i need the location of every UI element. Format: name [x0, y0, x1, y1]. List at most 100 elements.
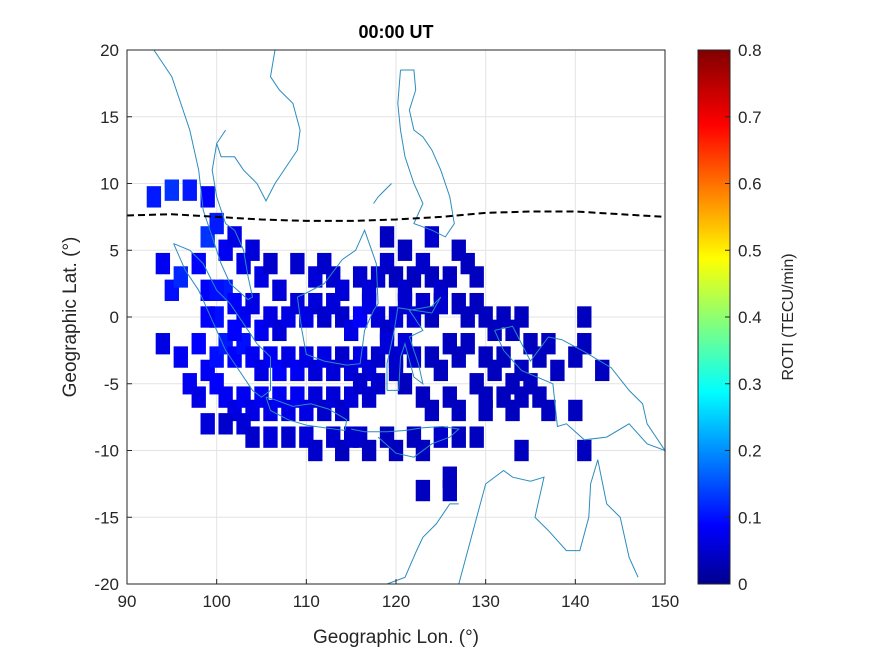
- y-tick-label: 5: [110, 241, 119, 260]
- roti-cell: [514, 439, 529, 462]
- colorbar-tick-label: 0.6: [738, 175, 762, 194]
- colorbar-tick-label: 0.5: [738, 241, 762, 260]
- x-tick-label: 100: [202, 592, 230, 611]
- coastline: [265, 396, 348, 432]
- roti-cell: [245, 292, 260, 315]
- roti-cell: [514, 306, 529, 328]
- roti-cell: [263, 252, 278, 275]
- y-axis-ticks: 20 15 10 5 0 -5 -10 -15 -20: [94, 41, 132, 594]
- roti-cell: [361, 439, 377, 462]
- roti-cell: [451, 399, 466, 422]
- colorbar-tick-label: 0.8: [738, 41, 762, 60]
- roti-cell: [290, 252, 305, 275]
- y-tick-label: 0: [110, 308, 119, 327]
- roti-cell: [245, 239, 260, 261]
- roti-cell: [191, 252, 206, 275]
- roti-cell: [424, 399, 440, 422]
- colorbar-tick-label: 0.2: [738, 442, 762, 461]
- x-axis-ticks: 90 100 110 120 130 140 150: [118, 579, 679, 611]
- coastline: [386, 296, 442, 391]
- chart-title: 00:00 UT: [358, 22, 433, 42]
- roti-cell: [388, 439, 404, 462]
- roti-cell: [191, 386, 206, 408]
- colorbar-tick-label: 0.7: [738, 108, 762, 127]
- roti-cells: [146, 179, 610, 502]
- roti-cell: [433, 426, 449, 448]
- x-tick-label: 150: [651, 592, 679, 611]
- x-tick-label: 130: [471, 592, 499, 611]
- roti-cell: [442, 466, 457, 488]
- roti-cell: [397, 239, 413, 261]
- roti-cell: [496, 346, 511, 368]
- magnetic-equator-line: [126, 210, 666, 222]
- roti-cell: [335, 279, 350, 301]
- roti-cell: [505, 399, 520, 422]
- roti-cell: [272, 279, 287, 301]
- coastline: [458, 459, 639, 585]
- colorbar-ticks: 0.8 0.7 0.6 0.5 0.4 0.3 0.2 0.1 0: [725, 41, 762, 594]
- coastline: [296, 228, 379, 366]
- colorbar: [697, 49, 731, 585]
- colorbar-label: ROTI (TECU/min): [780, 253, 797, 380]
- y-axis-label: Geographic Lat. (°): [60, 237, 81, 398]
- y-tick-label: -5: [104, 375, 119, 394]
- x-tick-label: 110: [293, 592, 320, 611]
- roti-cell: [568, 399, 583, 422]
- roti-cell: [173, 346, 188, 368]
- roti-cell: [218, 413, 233, 435]
- roti-cell: [541, 399, 556, 422]
- coastline: [386, 503, 459, 585]
- roti-cell: [442, 266, 457, 288]
- roti-cell: [397, 373, 413, 395]
- roti-cell: [379, 226, 395, 248]
- coastline: [153, 49, 301, 301]
- colorbar-tick-label: 0.4: [738, 308, 762, 327]
- y-tick-label: -10: [94, 442, 119, 461]
- roti-cell: [200, 413, 215, 435]
- y-tick-label: 10: [100, 175, 119, 194]
- y-tick-label: 15: [100, 108, 119, 127]
- roti-cell: [245, 426, 260, 448]
- roti-cell: [200, 186, 215, 208]
- roti-cell: [227, 226, 242, 248]
- x-tick-label: 140: [561, 592, 589, 611]
- roti-cell: [343, 426, 359, 448]
- roti-cell: [541, 333, 556, 355]
- coastline: [173, 243, 271, 398]
- y-tick-label: 20: [100, 41, 119, 60]
- roti-cell: [577, 306, 592, 328]
- roti-cell: [469, 426, 484, 448]
- roti-cell: [263, 426, 278, 448]
- y-tick-label: -15: [94, 508, 119, 527]
- roti-cell: [550, 359, 565, 382]
- roti-cell: [433, 359, 449, 382]
- roti-cell: [577, 333, 592, 355]
- roti-cell: [460, 333, 475, 355]
- roti-cell: [155, 333, 171, 355]
- colorbar-tick-label: 0: [738, 575, 747, 594]
- roti-cell: [424, 226, 440, 248]
- coastline: [397, 69, 455, 238]
- roti-cell: [227, 319, 242, 342]
- roti-cell: [469, 266, 484, 288]
- roti-cell: [577, 439, 592, 462]
- coastline-overlay: [153, 49, 667, 585]
- y-tick-label: -20: [94, 575, 119, 594]
- x-tick-label: 120: [382, 592, 410, 611]
- roti-cell: [146, 186, 162, 208]
- x-tick-label: 90: [118, 592, 137, 611]
- roti-cell: [308, 439, 323, 462]
- coastline: [373, 183, 392, 204]
- roti-cell: [281, 426, 296, 448]
- coastline: [351, 425, 460, 458]
- roti-cell: [415, 479, 431, 502]
- roti-cell: [164, 179, 180, 201]
- roti-cell: [155, 252, 171, 275]
- colorbar-tick-label: 0.3: [738, 375, 762, 394]
- roti-cell: [209, 212, 224, 235]
- roti-cell: [173, 266, 188, 288]
- colorbar-tick-label: 0.1: [738, 508, 762, 527]
- x-axis-label: Geographic Lon. (°): [313, 627, 479, 648]
